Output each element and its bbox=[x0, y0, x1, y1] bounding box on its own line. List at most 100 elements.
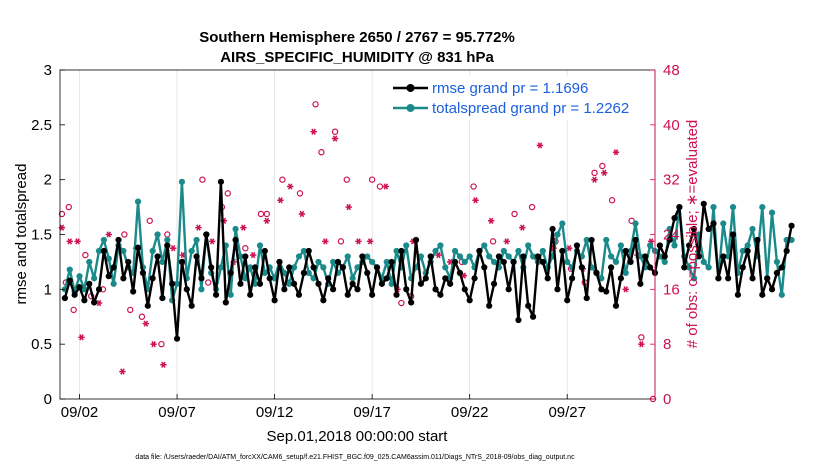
x-tick-label: 09/07 bbox=[158, 404, 196, 421]
totalspread-point bbox=[330, 258, 337, 266]
obs-evaluated-marker bbox=[322, 238, 329, 245]
rmse-point bbox=[91, 299, 98, 306]
legend-spread-marker bbox=[406, 104, 415, 112]
obs-evaluated-marker bbox=[169, 245, 177, 252]
rmse-point bbox=[690, 225, 698, 233]
rmse-point bbox=[169, 280, 176, 287]
rmse-point bbox=[300, 269, 307, 276]
obs-possible-marker bbox=[470, 183, 477, 190]
rmse-point bbox=[661, 253, 668, 260]
obs-possible-marker bbox=[376, 183, 384, 190]
rmse-point bbox=[637, 280, 644, 287]
rmse-point bbox=[788, 222, 795, 229]
obs-evaluated-marker bbox=[638, 341, 645, 348]
rmse-point bbox=[364, 269, 371, 276]
rmse-point bbox=[617, 275, 624, 282]
rmse-point bbox=[139, 269, 147, 276]
totalspread-point bbox=[529, 253, 537, 260]
rmse-point bbox=[671, 214, 678, 222]
totalspread-point bbox=[525, 242, 532, 249]
y-tick-label-right: 40 bbox=[663, 117, 680, 134]
rmse-point bbox=[598, 286, 605, 293]
x-tick-label: 09/02 bbox=[61, 404, 99, 421]
rmse-point bbox=[451, 258, 459, 266]
obs-evaluated-marker bbox=[536, 142, 544, 149]
obs-possible-marker bbox=[511, 210, 518, 218]
totalspread-point bbox=[564, 258, 571, 266]
rmse-point bbox=[437, 291, 444, 298]
rmse-point bbox=[778, 264, 785, 271]
obs-possible-marker bbox=[528, 203, 536, 211]
y-tick-label-left: 0.5 bbox=[31, 336, 52, 353]
rmse-point bbox=[744, 247, 751, 255]
rmse-point bbox=[369, 291, 376, 298]
totalspread-point bbox=[768, 209, 776, 216]
totalspread-point bbox=[612, 258, 620, 266]
y-axis-label-right: # of obs: o=possible; ∗=evaluated bbox=[684, 120, 701, 349]
obs-evaluated-marker bbox=[565, 245, 573, 252]
rmse-point bbox=[417, 280, 425, 287]
rmse-point bbox=[476, 247, 483, 255]
rmse-point bbox=[549, 225, 556, 233]
totalspread-point bbox=[583, 236, 590, 244]
y-tick-label-left: 3 bbox=[44, 62, 52, 79]
legend-rmse-marker bbox=[406, 84, 415, 92]
rmse-point bbox=[208, 264, 215, 271]
totalspread-point bbox=[227, 291, 234, 298]
totalspread-point bbox=[76, 273, 83, 280]
rmse-point bbox=[76, 284, 83, 291]
obs-possible-marker bbox=[138, 313, 146, 320]
rmse-point bbox=[539, 258, 546, 266]
rmse-point bbox=[768, 286, 776, 293]
rmse-point bbox=[178, 258, 186, 266]
rmse-point bbox=[564, 297, 571, 304]
totalspread-point bbox=[432, 247, 439, 255]
rmse-point bbox=[408, 299, 415, 306]
totalspread-point bbox=[120, 247, 127, 255]
rmse-point bbox=[110, 264, 117, 271]
obs-evaluated-marker bbox=[142, 320, 150, 327]
obs-evaluated-marker bbox=[366, 238, 374, 245]
totalspread-point bbox=[403, 242, 410, 249]
rmse-point bbox=[720, 253, 727, 260]
totalspread-point bbox=[486, 253, 493, 260]
rmse-point bbox=[330, 286, 337, 293]
rmse-point bbox=[510, 258, 517, 266]
totalspread-point bbox=[539, 247, 546, 255]
totalspread-point bbox=[617, 242, 624, 249]
obs-evaluated-marker bbox=[310, 128, 317, 135]
y-tick-label-right: 8 bbox=[663, 336, 671, 353]
totalspread-point bbox=[217, 264, 225, 271]
rmse-point bbox=[393, 291, 400, 298]
obs-evaluated-marker bbox=[78, 334, 85, 341]
rmse-point bbox=[188, 302, 195, 309]
rmse-point bbox=[61, 295, 68, 302]
rmse-point bbox=[612, 302, 620, 309]
obs-possible-marker bbox=[58, 210, 66, 218]
obs-possible-marker bbox=[296, 190, 304, 197]
rmse-point bbox=[695, 253, 702, 260]
rmse-point bbox=[242, 253, 249, 260]
rmse-point bbox=[159, 295, 166, 302]
rmse-point bbox=[783, 247, 790, 255]
rmse-point bbox=[315, 280, 322, 287]
rmse-point bbox=[383, 275, 390, 282]
totalspread-point bbox=[383, 258, 390, 266]
obs-possible-marker bbox=[82, 251, 89, 259]
rmse-point bbox=[471, 275, 478, 282]
rmse-point bbox=[212, 291, 220, 298]
totalspread-point bbox=[559, 220, 566, 227]
rmse-point bbox=[144, 302, 151, 309]
rmse-point bbox=[427, 253, 434, 260]
obs-possible-marker bbox=[70, 306, 77, 314]
rmse-point bbox=[729, 231, 737, 238]
y-tick-label-left: 2 bbox=[44, 172, 52, 189]
rmse-point bbox=[568, 275, 576, 282]
totalspread-point bbox=[349, 275, 356, 282]
rmse-point bbox=[505, 286, 512, 293]
totalspread-point bbox=[608, 253, 615, 260]
rmse-point bbox=[154, 253, 161, 260]
series-lines bbox=[61, 178, 795, 342]
obs-possible-marker bbox=[199, 176, 206, 183]
obs-possible-marker bbox=[343, 176, 350, 183]
